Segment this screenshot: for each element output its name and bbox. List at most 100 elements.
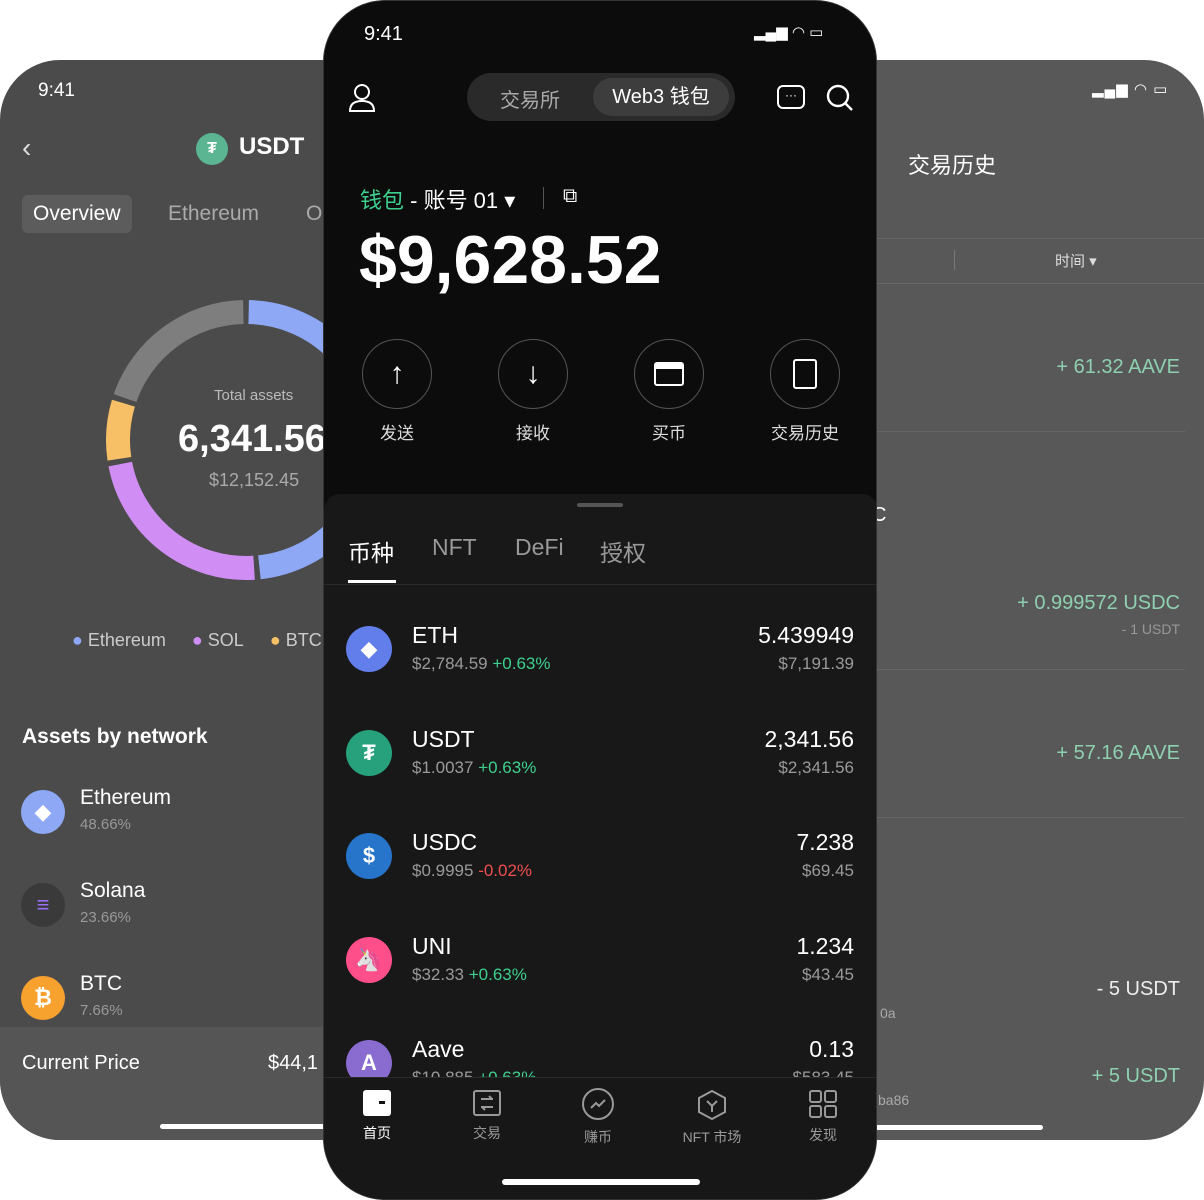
token-amount: 0.13 <box>809 1036 854 1062</box>
section-title: Assets by network <box>22 725 208 748</box>
network-name: BTC <box>80 972 122 995</box>
nav-trade[interactable]: 交易 <box>432 1089 542 1143</box>
history-amount[interactable]: + 61.32 AAVE <box>1056 356 1180 378</box>
token-value: $7,191.39 <box>778 654 854 673</box>
token-symbol: UNI <box>412 932 452 959</box>
message-icon[interactable]: ··· <box>777 85 805 109</box>
home-indicator <box>860 1125 1043 1130</box>
token-symbol: USDT <box>412 725 475 752</box>
tab-defi[interactable]: DeFi <box>515 534 564 560</box>
token-row[interactable]: ₮ USDT $1.0037 +0.63% 2,341.56 $2,341.56 <box>324 718 876 818</box>
token-amount: 7.238 <box>796 829 854 855</box>
nav-discover[interactable]: 发现 <box>768 1089 876 1145</box>
history-amount[interactable]: + 57.16 AAVE <box>1056 742 1180 764</box>
token-value: $2,341.56 <box>778 757 854 777</box>
divider <box>560 238 1204 239</box>
profile-icon[interactable] <box>348 83 376 113</box>
copy-icon[interactable]: ⧉ <box>563 185 578 207</box>
network-name: Solana <box>80 879 146 902</box>
receive-label: 接收 <box>516 424 550 443</box>
tab-nft[interactable]: NFT <box>432 534 477 560</box>
card-icon <box>634 339 704 409</box>
page-title: 交易历史 <box>908 153 997 178</box>
token-row[interactable]: $ USDC $0.9995 -0.02% 7.238 $69.45 <box>324 821 876 921</box>
sheet-handle[interactable] <box>577 503 623 507</box>
network-pct: 23.66% <box>80 909 131 926</box>
token-symbol: Aave <box>412 1036 465 1062</box>
tab-overview[interactable]: Overview <box>22 195 132 233</box>
status-icons: ▂▄▆ ◠ ▭ <box>754 24 824 41</box>
account-selector[interactable]: 钱包 - 账号 01 ▾ <box>360 188 516 213</box>
mode-switch[interactable]: 交易所 Web3 钱包 <box>467 73 735 121</box>
token-amount: 5.439949 <box>758 622 854 648</box>
network-item-ethereum[interactable]: ◆ Ethereum 48.66% <box>21 786 171 834</box>
donut-value: 6,341.56 <box>178 418 326 460</box>
arrow-down-icon: ↓ <box>498 339 568 409</box>
price-value: $44,1 <box>268 1052 319 1074</box>
home-indicator <box>502 1179 700 1185</box>
arrow-up-icon: ↑ <box>362 339 432 409</box>
token-row[interactable]: ◆ ETH $2,784.59 +0.63% 5.439949 $7,191.3… <box>324 614 876 714</box>
divider <box>860 431 1185 432</box>
grid-icon <box>809 1090 837 1118</box>
status-icons: ▂▄▆ ◠ ▭ <box>1092 81 1169 98</box>
tab-ethereum[interactable]: Ethereum <box>168 202 260 225</box>
network-item-btc[interactable]: ₿ BTC 7.66% <box>21 972 123 1020</box>
buy-button[interactable]: 买币 <box>634 339 704 444</box>
token-icon: 🦄 <box>346 936 392 983</box>
divider <box>860 817 1185 818</box>
network-pct: 7.66% <box>80 1002 123 1019</box>
divider <box>560 283 1204 284</box>
seg-exchange[interactable]: 交易所 <box>500 90 560 112</box>
bottom-nav <box>324 1077 876 1199</box>
history-button[interactable]: 交易历史 <box>770 339 840 444</box>
time-filter[interactable]: 时间 ▾ <box>1055 253 1097 270</box>
search-icon[interactable] <box>826 84 854 112</box>
document-icon <box>770 339 840 409</box>
divider <box>954 250 955 270</box>
back-icon[interactable]: ‹ <box>22 132 32 163</box>
token-change: +0.63% <box>478 757 537 777</box>
tab-other[interactable]: O <box>306 202 323 225</box>
history-amount[interactable]: - 5 USDT <box>1096 978 1180 1000</box>
token-icon: ₮ <box>346 729 392 776</box>
price-label: Current Price <box>22 1052 140 1074</box>
tab-approvals[interactable]: 授权 <box>600 540 646 566</box>
nav-earn[interactable]: 赚币 <box>543 1087 653 1147</box>
home-indicator <box>160 1124 460 1129</box>
token-price-line: $0.9995 -0.02% <box>412 861 532 881</box>
token-icon: $ <box>346 833 392 879</box>
donut-segment-btc <box>106 399 136 461</box>
divider <box>860 669 1185 670</box>
token-icon: ◆ <box>346 626 392 672</box>
nav-home[interactable]: 首页 <box>324 1089 432 1143</box>
seg-web3-wallet[interactable]: Web3 钱包 <box>593 78 729 116</box>
receive-button[interactable]: ↓ 接收 <box>498 339 568 444</box>
history-label: 交易历史 <box>771 424 839 443</box>
swap-icon <box>473 1090 501 1116</box>
token-change: +0.63% <box>468 964 527 984</box>
history-amount[interactable]: + 5 USDT <box>1091 1065 1180 1087</box>
history-address: ba86 <box>878 1092 910 1108</box>
history-address: 0a <box>880 1005 896 1021</box>
divider <box>324 584 876 585</box>
donut-segment-other <box>113 300 244 403</box>
total-balance: $9,628.52 <box>359 222 662 298</box>
tab-tokens[interactable]: 币种 <box>348 540 394 566</box>
home-icon <box>363 1090 391 1116</box>
token-value: $43.45 <box>802 964 854 984</box>
ethereum-icon: ◆ <box>21 790 65 834</box>
token-row[interactable]: 🦄 UNI $32.33 +0.63% 1.234 $43.45 <box>324 925 876 1025</box>
send-button[interactable]: ↑ 发送 <box>362 339 432 444</box>
divider <box>543 187 544 209</box>
network-item-solana[interactable]: ≡ Solana 23.66% <box>21 879 145 927</box>
history-sub-amount: - 1 USDT <box>1121 621 1180 637</box>
nav-nft-market[interactable]: NFT 市场 <box>657 1089 767 1147</box>
token-symbol: ETH <box>412 622 458 648</box>
history-amount[interactable]: + 0.999572 USDC <box>1017 592 1180 614</box>
page-title: USDT <box>239 133 305 160</box>
solana-icon: ≡ <box>21 883 65 927</box>
token-value: $69.45 <box>802 861 854 880</box>
network-name: Ethereum <box>80 786 172 809</box>
donut-usd: $12,152.45 <box>209 470 300 490</box>
